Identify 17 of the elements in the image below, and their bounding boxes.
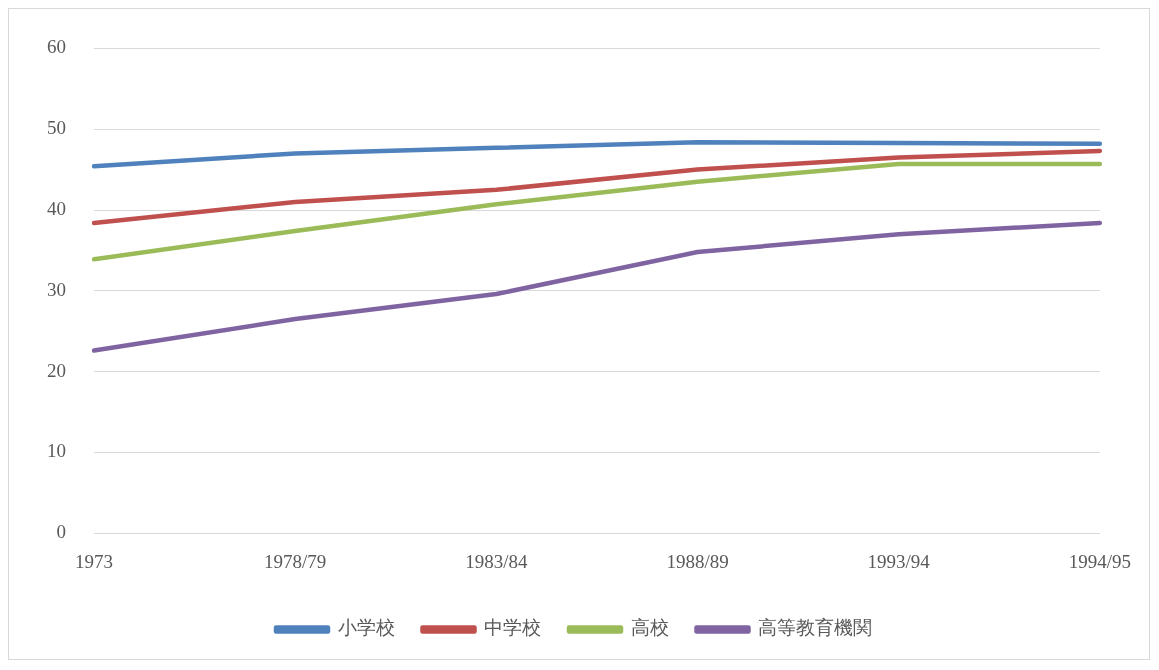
legend-label: 高等教育機関 <box>758 616 872 639</box>
y-tick-label: 60 <box>47 36 66 58</box>
y-tick-label: 0 <box>56 521 66 543</box>
x-tick-label: 1988/89 <box>666 550 729 572</box>
x-tick-label: 1978/79 <box>264 550 327 572</box>
x-tick-label: 1973 <box>75 550 113 572</box>
x-tick-label: 1994/95 <box>1068 550 1131 572</box>
y-tick-label: 30 <box>47 278 66 300</box>
legend-label: 中学校 <box>484 616 541 639</box>
legend-label: 高校 <box>630 616 669 639</box>
legend-label: 小学校 <box>337 616 395 639</box>
y-tick-label: 10 <box>47 440 66 462</box>
y-tick-label: 20 <box>47 359 66 381</box>
y-tick-label: 40 <box>47 197 66 219</box>
x-tick-label: 1993/94 <box>867 550 931 572</box>
y-tick-label: 50 <box>47 117 66 139</box>
x-tick-label: 1983/84 <box>465 550 528 572</box>
